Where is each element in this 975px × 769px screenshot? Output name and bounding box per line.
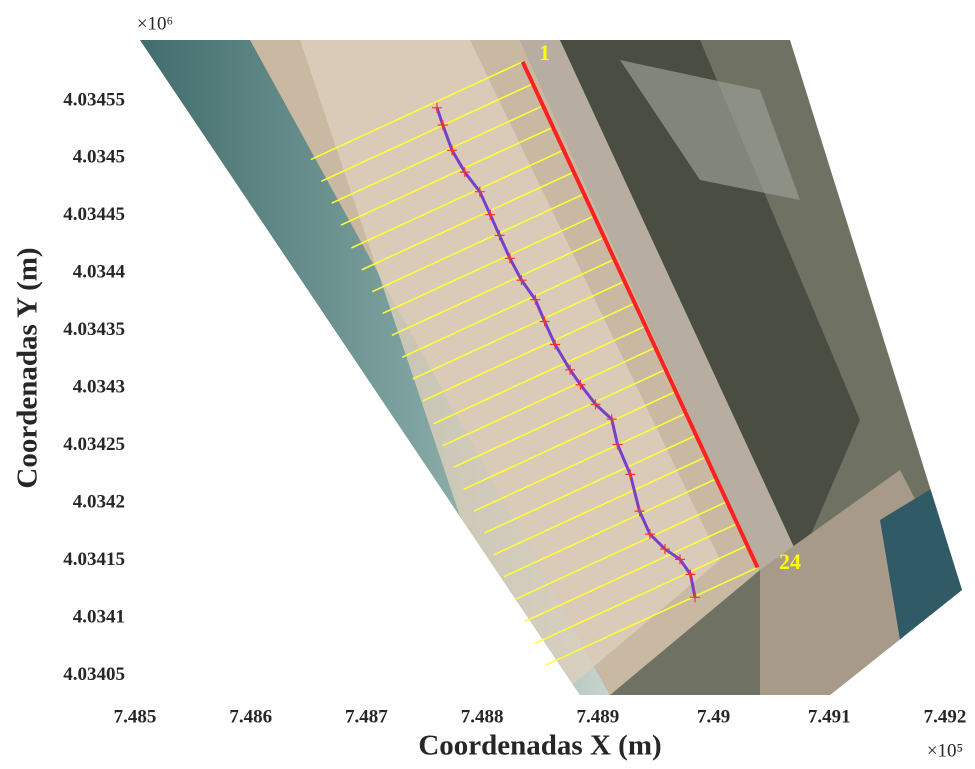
x-tick-label: 7.485 [114,706,157,727]
x-tick-label: 7.489 [576,706,619,727]
x-axis-label: Coordenadas X (m) [418,730,661,762]
x-tick-label: 7.488 [461,706,504,727]
y-tick-label: 4.0344 [73,262,126,283]
y-tick-label: 4.03415 [63,549,125,570]
annotation: 24 [779,549,801,574]
chart: Coordenadas X (m) Coordenadas Y (m) ×10⁵… [0,0,975,769]
y-tick-label: 4.03425 [63,434,125,455]
x-tick-label: 7.49 [697,706,730,727]
y-tick-label: 4.0343 [73,377,125,398]
y-tick-label: 4.03435 [63,319,125,340]
y-tick-label: 4.03455 [63,89,125,110]
x-tick-label: 7.486 [229,706,272,727]
y-tick-label: 4.0342 [73,491,125,512]
x-tick-label: 7.491 [808,706,851,727]
x-tick-label: 7.487 [345,706,388,727]
y-axis-label: Coordenadas Y (m) [12,247,44,488]
y-tick-label: 4.03445 [63,204,125,225]
y-tick-label: 4.0345 [73,147,125,168]
x-tick-label: 7.492 [924,706,967,727]
y-tick-label: 4.03405 [63,664,125,685]
y-tick-label: 4.0341 [73,606,125,627]
x-multiplier: ×10⁵ [927,740,963,761]
annotation: 1 [539,40,550,65]
y-multiplier: ×10⁶ [137,13,173,34]
